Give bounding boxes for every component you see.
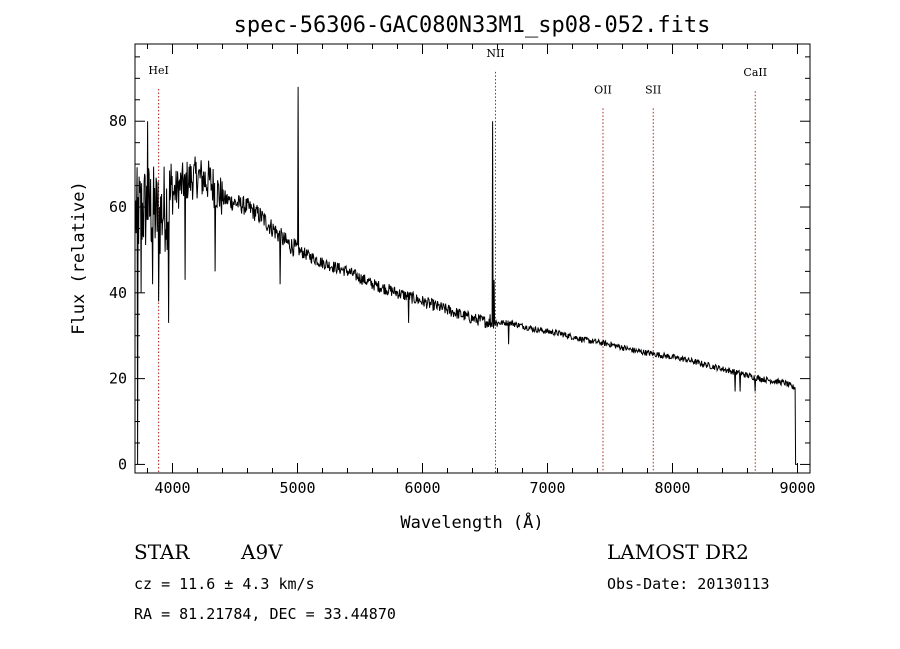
y-tick-label: 20: [109, 370, 127, 388]
chart-title: spec-56306-GAC080N33M1_sp08-052.fits: [234, 13, 711, 38]
x-tick-label: 5000: [279, 479, 315, 497]
axis-ticks: 4000 5000 6000 7000 8000 9000 0 20 40 60 80: [109, 44, 816, 497]
x-tick-label: 8000: [654, 479, 690, 497]
x-tick-label: 6000: [404, 479, 440, 497]
x-tick-label: 4000: [154, 479, 190, 497]
object-class: STAR: [134, 540, 190, 564]
emission-line-markers: HeI NII OII SII CaII: [148, 47, 767, 473]
line-label-hei: HeI: [148, 64, 168, 77]
y-axis-label: Flux (relative): [69, 181, 89, 335]
coordinates-text: RA = 81.21784, DEC = 33.44870: [134, 605, 396, 623]
x-tick-label: 9000: [779, 479, 815, 497]
y-tick-label: 40: [109, 284, 127, 302]
y-tick-label: 80: [109, 112, 127, 130]
y-tick-label: 0: [118, 455, 127, 473]
line-label-sii: SII: [645, 83, 661, 96]
object-subclass: A9V: [240, 540, 283, 564]
x-axis-label: Wavelength (Å): [400, 511, 543, 533]
survey-name: LAMOST DR2: [607, 540, 749, 564]
line-label-nii: NII: [486, 47, 504, 60]
spectrum-line: [135, 86, 797, 465]
obs-date-text: Obs-Date: 20130113: [607, 575, 770, 593]
plot-frame: [134, 43, 811, 474]
line-label-caii: CaII: [743, 66, 767, 79]
redshift-text: cz = 11.6 ± 4.3 km/s: [134, 575, 315, 593]
x-tick-label: 7000: [529, 479, 565, 497]
y-tick-label: 60: [109, 198, 127, 216]
spectrum-series: [135, 86, 797, 465]
line-label-oii: OII: [594, 83, 612, 96]
